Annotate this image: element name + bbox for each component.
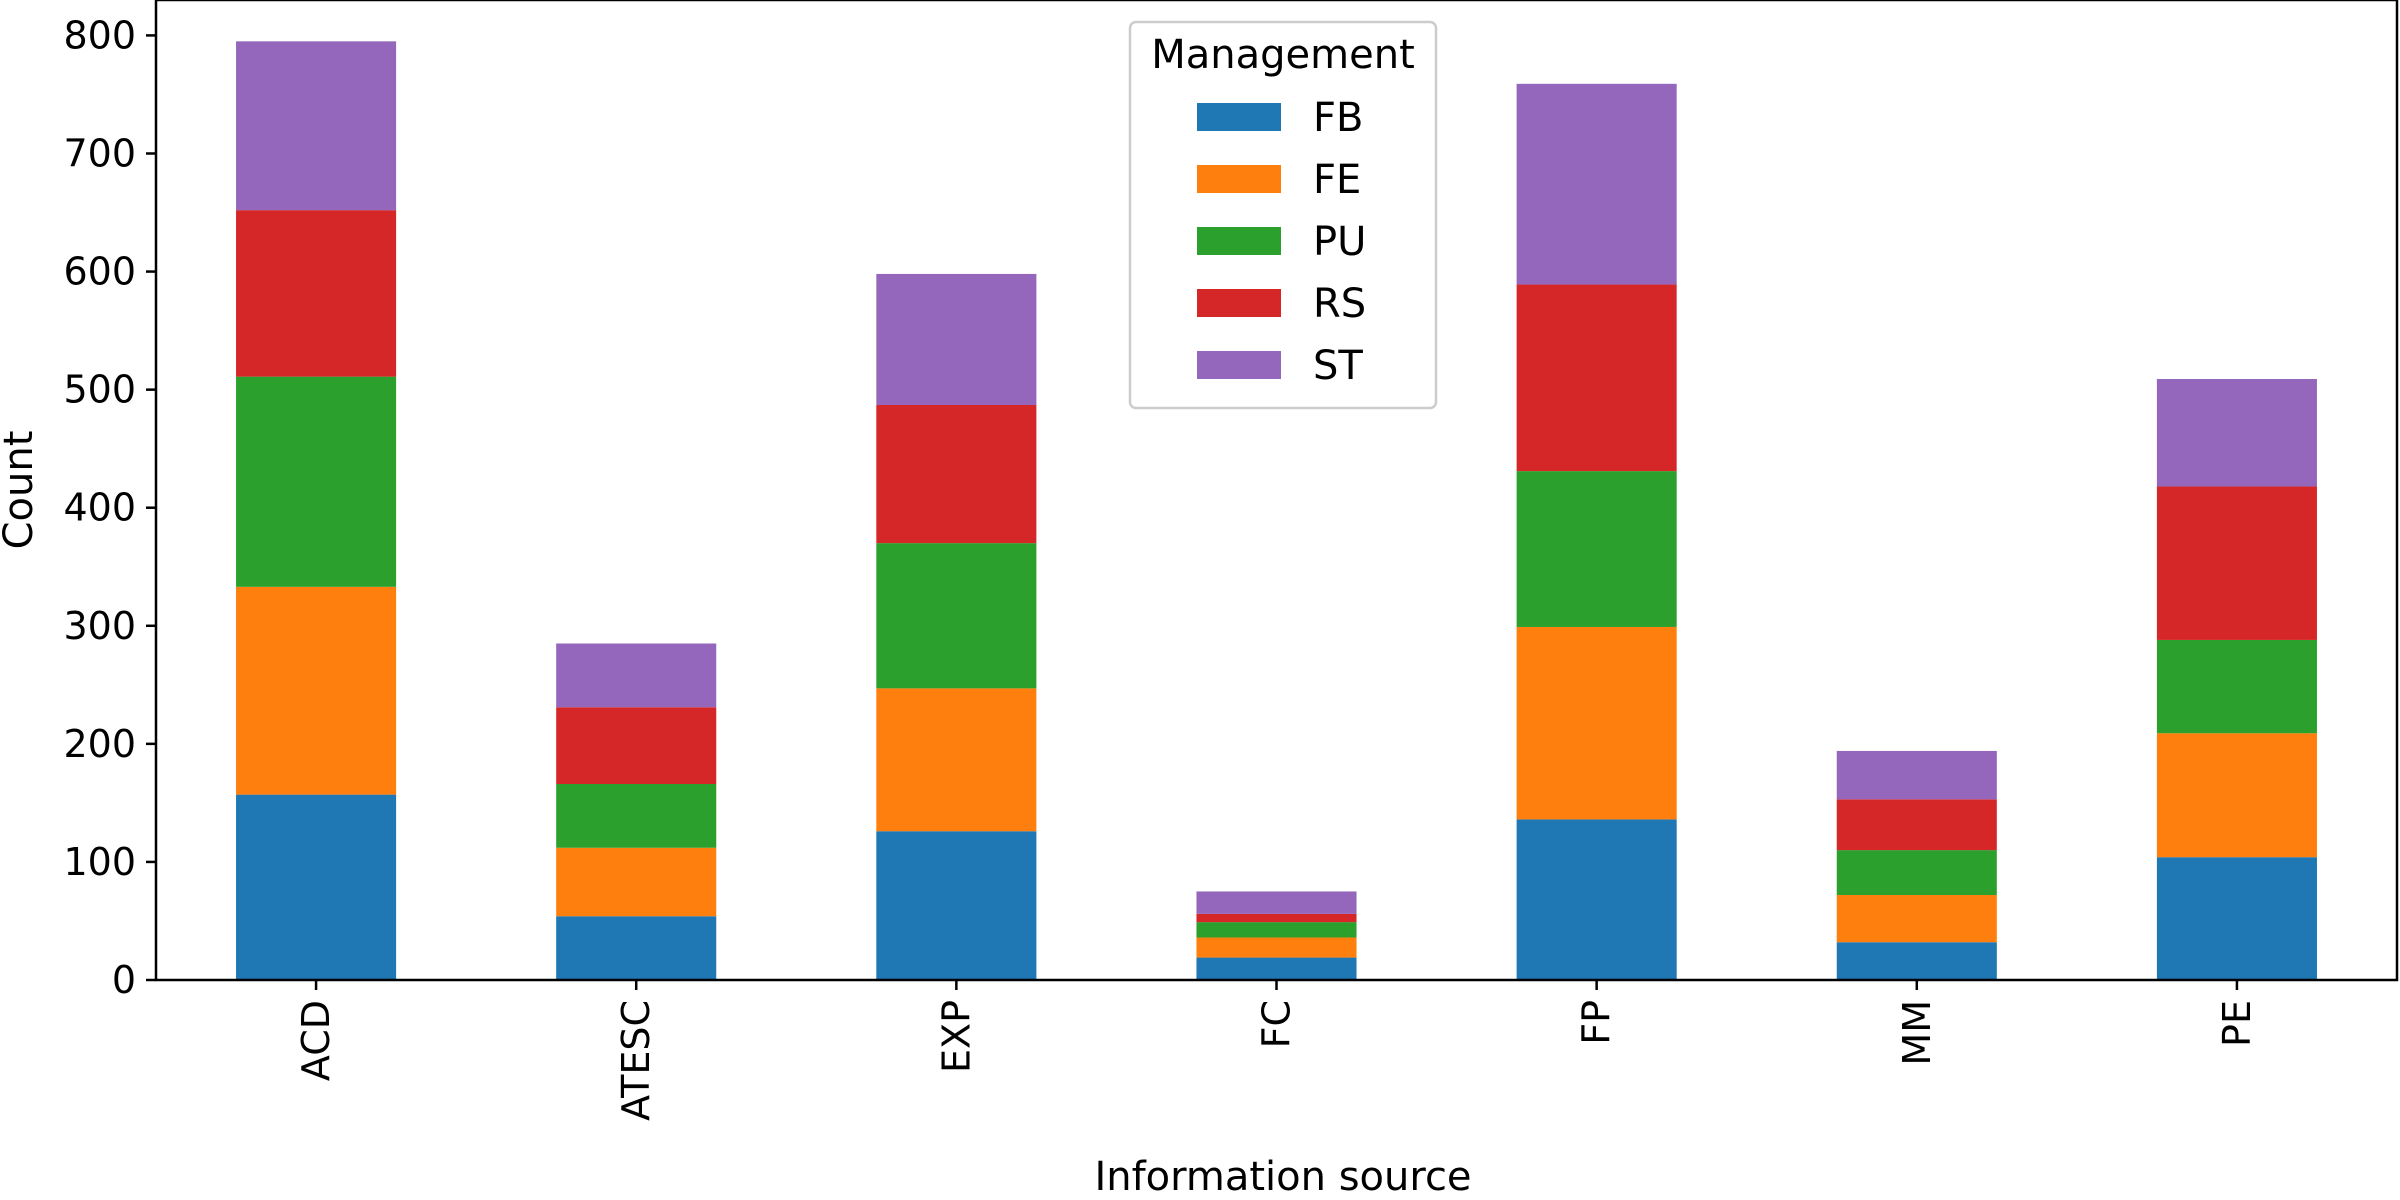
x-axis-title: Information source [1094,1154,1471,1200]
bar-fp-rs [1516,284,1677,472]
legend-items: FB FE PU RS ST [1197,95,1366,389]
legend: Management FB FE PU RS ST [1128,20,1438,410]
bar-acd-pu [236,376,397,587]
legend-title: Management [1151,32,1415,78]
x-tick-label-acd: ACD [294,1000,338,1081]
y-tick-label-500: 500 [63,368,136,412]
legend-label-pu: PU [1313,219,1366,265]
bar-fp-st [1516,83,1677,285]
y-tick-label-600: 600 [63,250,136,294]
legend-label-fb: FB [1313,95,1363,141]
bar-fc-fe [1196,937,1357,958]
bar-exp-fb [876,831,1037,980]
y-axis-title: Count [0,431,42,550]
bar-exp-fe [876,688,1037,832]
x-tick-label-fc: FC [1255,1000,1299,1048]
bar-mm-rs [1836,799,1997,851]
bar-exp-rs [876,404,1037,544]
y-axis: 0 100 200 300 400 500 600 700 800 [63,13,156,1002]
bar-acd-fe [236,586,397,795]
bar-exp-pu [876,543,1037,689]
bar-pe-rs [2156,486,2317,640]
legend-label-fe: FE [1313,157,1361,203]
bar-fc-st [1196,891,1357,914]
bar-fc-fb [1196,957,1357,980]
y-tick-label-700: 700 [63,131,136,175]
bar-fp-fe [1516,626,1677,820]
x-tick-label-fp: FP [1575,1000,1619,1045]
y-tick-label-100: 100 [63,840,136,884]
bar-mm-fe [1836,894,1997,943]
bar-fc-rs [1196,913,1357,923]
legend-box [1128,20,1438,410]
x-tick-label-pe: PE [2215,1000,2259,1047]
y-tick-label-0: 0 [112,958,136,1002]
legend-swatch-pu [1197,227,1281,255]
bar-pe-fb [2156,857,2317,980]
y-tick-label-300: 300 [63,604,136,648]
x-tick-label-atesc: ATESC [614,1000,658,1121]
legend-swatch-st [1197,351,1281,379]
bar-atesc-rs [556,707,717,784]
bar-atesc-pu [556,784,717,848]
legend-label-st: ST [1313,343,1363,389]
bar-fc-pu [1196,922,1357,938]
x-tick-label-mm: MM [1895,1000,1939,1066]
legend-swatch-rs [1197,289,1281,317]
y-tick-label-800: 800 [63,13,136,57]
bar-pe-pu [2156,639,2317,734]
bar-exp-st [876,273,1037,405]
bars-group [236,41,2317,980]
bar-mm-st [1836,750,1997,800]
bar-pe-fe [2156,733,2317,858]
x-tick-label-exp: EXP [934,1000,978,1073]
bar-atesc-fe [556,847,717,917]
y-tick-label-200: 200 [63,722,136,766]
bar-atesc-st [556,643,717,708]
bar-acd-st [236,41,397,211]
bar-pe-st [2156,379,2317,487]
legend-swatch-fe [1197,165,1281,193]
y-tick-label-400: 400 [63,486,136,530]
bar-acd-rs [236,210,397,377]
x-axis: ACD ATESC EXP FC FP MM PE [294,980,2259,1121]
bar-fp-pu [1516,471,1677,627]
bar-acd-fb [236,794,397,980]
legend-label-rs: RS [1313,281,1366,327]
bar-fp-fb [1516,819,1677,980]
legend-swatch-fb [1197,103,1281,131]
bar-atesc-fb [556,916,717,980]
bar-mm-pu [1836,850,1997,895]
bar-mm-fb [1836,942,1997,980]
